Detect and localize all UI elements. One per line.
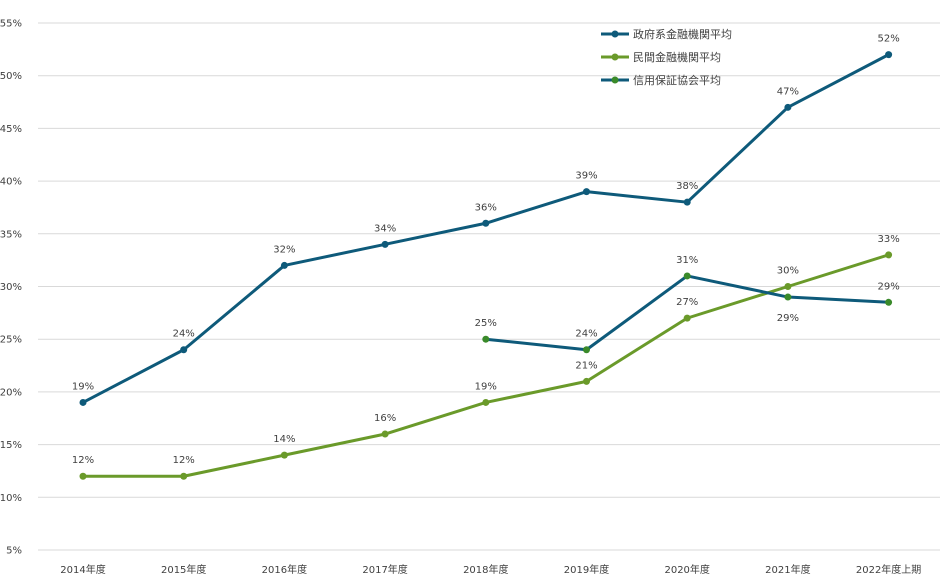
data-point (381, 240, 389, 248)
data-point (784, 283, 792, 290)
data-label: 47% (777, 86, 799, 97)
x-tick-label: 2017年度 (362, 563, 407, 576)
data-label: 33% (877, 234, 899, 245)
y-tick-label: 35% (0, 229, 22, 240)
legend-label: 民間金融機関平均 (633, 50, 721, 64)
y-tick-label: 45% (0, 124, 22, 135)
data-point (683, 272, 691, 280)
x-tick-label: 2020年度 (664, 563, 709, 576)
data-label: 31% (676, 255, 698, 266)
y-tick-label: 55% (0, 19, 22, 30)
data-point (180, 346, 188, 354)
data-label: 19% (72, 381, 94, 392)
data-point (79, 398, 87, 406)
data-point (482, 335, 490, 343)
x-tick-label: 2015年度 (161, 563, 206, 576)
y-axis-ticks: 5% 10% 15% 20% 25% 30% 35% 40% 45% 50% 55% (0, 19, 22, 557)
data-label: 36% (475, 202, 497, 213)
legend-label: 信用保証協会平均 (633, 73, 721, 87)
data-label: 29% (777, 313, 799, 324)
data-labels: 19% 24% 32% 34% 36% 39% 38% 47% 52% 12% 12% 14% 16% 1… (72, 34, 900, 467)
data-label: 24% (575, 329, 597, 340)
x-tick-label: 2022年度上期 (856, 563, 921, 576)
x-tick-label: 2014年度 (60, 563, 105, 576)
data-point (79, 472, 87, 480)
data-label: 39% (575, 171, 597, 182)
data-label: 21% (575, 360, 597, 371)
data-point (280, 261, 288, 269)
data-label: 52% (877, 34, 899, 45)
data-label: 30% (777, 266, 799, 277)
data-point (482, 219, 490, 227)
legend-item-2: 民間金融機関平均 (601, 50, 721, 64)
data-point (683, 314, 691, 322)
data-label: 29% (877, 281, 899, 292)
data-point (784, 293, 792, 301)
y-tick-label: 10% (0, 493, 22, 504)
x-tick-label: 2016年度 (262, 563, 307, 576)
data-point (482, 398, 490, 406)
data-label: 16% (374, 413, 396, 424)
series-line (484, 274, 891, 352)
data-point (180, 472, 188, 480)
data-point (583, 346, 590, 354)
data-label: 34% (374, 223, 396, 234)
data-label: 25% (475, 318, 497, 329)
data-label: 12% (72, 455, 94, 466)
series-1 (79, 51, 893, 406)
x-tick-label: 2021年度 (765, 563, 810, 576)
series-2 (79, 251, 893, 480)
data-point (885, 251, 893, 259)
data-point (885, 298, 893, 306)
x-axis-ticks: 2014年度 2015年度 2016年度 2017年度 2018年度 2019年度 2020… (60, 563, 921, 576)
legend-swatch-marker (611, 76, 619, 84)
y-tick-label: 40% (0, 177, 22, 188)
series-line (81, 253, 891, 478)
legend-item-3: 信用保証協会平均 (601, 73, 721, 87)
data-point (885, 51, 893, 59)
data-point (381, 430, 389, 438)
x-tick-label: 2019年度 (564, 563, 609, 576)
data-label: 12% (173, 455, 195, 466)
y-tick-label: 5% (6, 546, 22, 557)
data-point (583, 188, 590, 196)
data-point (280, 451, 288, 459)
series-3 (482, 272, 893, 354)
y-tick-label: 30% (0, 282, 22, 293)
gridlines (38, 22, 940, 551)
legend-swatch-marker (611, 53, 619, 61)
data-point (683, 198, 691, 206)
data-label: 32% (273, 244, 295, 255)
data-point (784, 103, 792, 111)
data-label: 19% (475, 381, 497, 392)
data-label: 38% (676, 181, 698, 192)
data-label: 24% (173, 329, 195, 340)
legend-label: 政府系金融機関平均 (633, 27, 732, 41)
data-label: 14% (273, 434, 295, 445)
legend-item-1: 政府系金融機関平均 (601, 27, 732, 41)
series-line (81, 53, 891, 404)
data-point (583, 377, 590, 385)
series-layer (79, 51, 893, 480)
y-tick-label: 50% (0, 71, 22, 82)
data-label: 27% (676, 297, 698, 308)
legend-swatch-marker (611, 30, 619, 38)
y-tick-label: 20% (0, 387, 22, 398)
y-tick-label: 25% (0, 335, 22, 346)
y-tick-label: 15% (0, 440, 22, 451)
x-tick-label: 2018年度 (463, 563, 508, 576)
